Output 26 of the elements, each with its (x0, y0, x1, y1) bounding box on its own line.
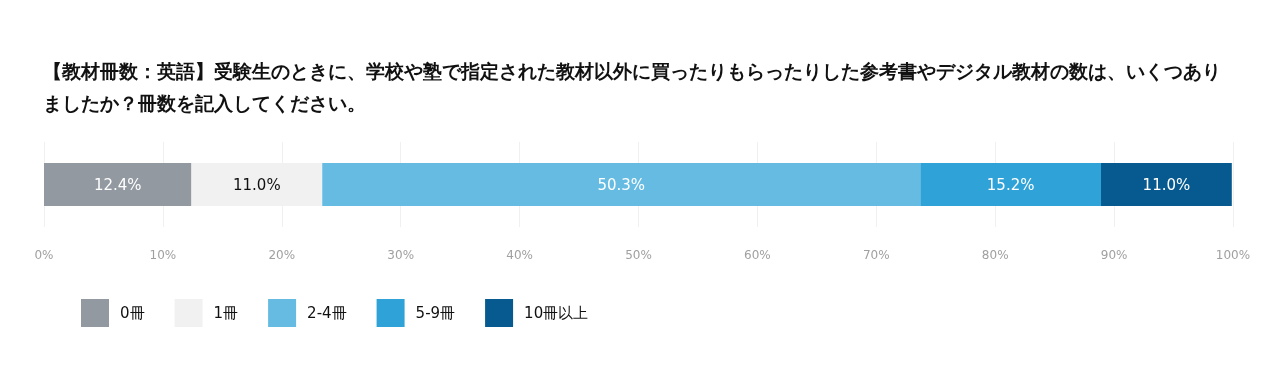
x-tick-label: 60% (744, 248, 771, 262)
x-tick-label: 10% (149, 248, 177, 262)
legend-label: 0冊 (120, 304, 145, 322)
x-tick-label: 70% (862, 248, 890, 262)
legend-label: 2-4冊 (307, 304, 347, 322)
bar (1101, 163, 1232, 206)
data-label: 11.0% (233, 175, 281, 194)
bar (920, 163, 1102, 206)
data-label: 12.4% (93, 175, 142, 194)
data-label: 50.3% (597, 175, 646, 194)
x-tick-label: 80% (981, 248, 1009, 262)
x-tick-label: 90% (1100, 248, 1128, 262)
chart-title: 【教材冊数：英語】受験生のときに、学校や塾で指定された教材以外に買ったりもらったりした参考書やデジタル教材の数は、いくつありましたか？冊数を記入してください。 (43, 60, 1221, 114)
x-tick-label: 0% (34, 248, 54, 262)
x-tick-label: 100% (1215, 248, 1251, 262)
legend-label: 5-9冊 (415, 304, 456, 322)
bar (322, 163, 921, 206)
legend-label: 1冊 (213, 304, 239, 322)
data-label: 11.0% (1142, 175, 1191, 194)
legend-label: 10冊以上 (524, 304, 589, 322)
bar (44, 163, 192, 206)
data-label: 15.2% (986, 175, 1035, 194)
x-tick-label: 40% (506, 248, 533, 262)
x-tick-label: 30% (387, 248, 415, 262)
x-tick-label: 50% (625, 248, 652, 262)
x-tick-label: 20% (268, 248, 296, 262)
